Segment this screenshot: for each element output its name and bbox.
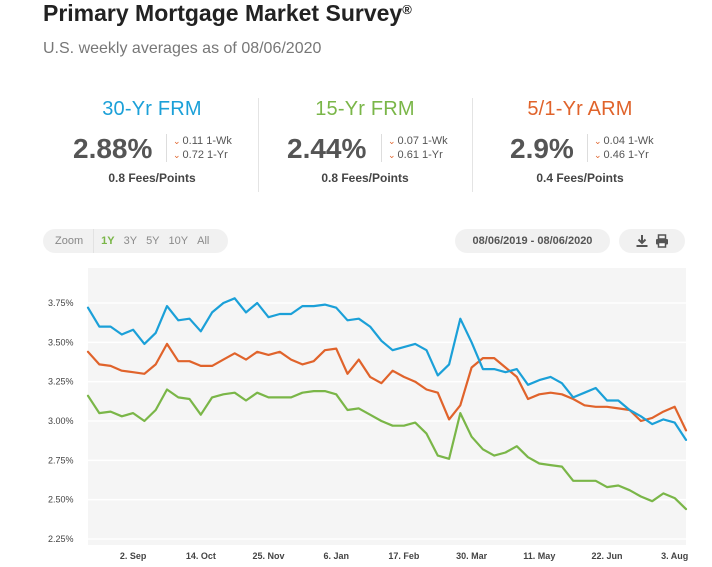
y-tick-label: 2.50%	[48, 495, 74, 505]
fees-points: 0.4 Fees/Points	[536, 171, 624, 185]
zoom-3y-button[interactable]: 3Y	[123, 235, 138, 247]
rate-name: 15-Yr FRM	[315, 98, 415, 120]
x-tick-label: 11. May	[523, 551, 555, 561]
year-change: 0.46 1-Yr	[603, 149, 649, 161]
rate-card-arm: 5/1-Yr ARM 2.9% ⌄ 0.04 1-Wk ⌄ 0.46 1-Yr 0.…	[480, 98, 680, 185]
chart-tools	[619, 229, 685, 253]
fees-points: 0.8 Fees/Points	[108, 171, 196, 185]
registered-mark: ®	[402, 2, 412, 17]
chevron-down-icon: ⌄	[594, 136, 602, 146]
series-line-0	[86, 297, 688, 441]
rate-name: 5/1-Yr ARM	[527, 98, 633, 120]
series-line-1	[86, 342, 688, 432]
print-icon[interactable]	[655, 234, 669, 248]
chevron-down-icon: ⌄	[173, 136, 181, 146]
y-tick-label: 3.75%	[48, 298, 74, 308]
x-tick-label: 14. Oct	[186, 551, 216, 561]
rate-card-15yr: 15-Yr FRM 2.44% ⌄ 0.07 1-Wk ⌄ 0.61 1-Yr 0.…	[265, 98, 465, 185]
zoom-separator	[93, 229, 95, 253]
y-tick-label: 2.25%	[48, 534, 74, 544]
chevron-down-icon: ⌄	[594, 150, 602, 160]
download-icon[interactable]	[635, 234, 649, 248]
year-change: 0.61 1-Yr	[397, 149, 443, 161]
x-tick-label: 2. Sep	[120, 551, 147, 561]
date-range-picker[interactable]: 08/06/2019 - 08/06/2020	[455, 229, 610, 253]
page-subtitle: U.S. weekly averages as of 08/06/2020	[43, 40, 322, 57]
rate-value: 2.88%	[73, 133, 153, 164]
fees-points: 0.8 Fees/Points	[321, 171, 409, 185]
y-tick-label: 3.50%	[48, 337, 74, 347]
chevron-down-icon: ⌄	[388, 150, 396, 160]
zoom-1y-button[interactable]: 1Y	[101, 235, 115, 247]
chevron-down-icon: ⌄	[388, 136, 396, 146]
zoom-all-button[interactable]: All	[197, 235, 210, 247]
x-tick-label: 25. Nov	[253, 551, 285, 561]
series-line-2	[86, 388, 688, 511]
zoom-10y-button[interactable]: 10Y	[168, 235, 189, 247]
y-tick-label: 3.00%	[48, 416, 74, 426]
y-tick-label: 2.75%	[48, 455, 74, 465]
x-tick-label: 22. Jun	[592, 551, 623, 561]
divider	[258, 98, 259, 192]
week-change: 0.04 1-Wk	[603, 135, 654, 147]
rate-card-30yr: 30-Yr FRM 2.88% ⌄ 0.11 1-Wk ⌄ 0.72 1-Yr 0.…	[52, 98, 252, 185]
y-tick-label: 3.25%	[48, 377, 74, 387]
x-tick-label: 3. Aug	[661, 551, 688, 561]
page-title: Primary Mortgage Market Survey®	[43, 0, 412, 26]
rate-history-chart: 2.25% 2.50% 2.75% 3.00% 3.25% 3.50% 3.75% 2. Se…	[48, 268, 688, 561]
x-tick-label: 30. Mar	[456, 551, 488, 561]
x-tick-label: 6. Jan	[323, 551, 349, 561]
week-change: 0.07 1-Wk	[397, 135, 448, 147]
rate-value: 2.9%	[510, 133, 574, 164]
divider	[472, 98, 473, 192]
x-tick-label: 17. Feb	[388, 551, 420, 561]
zoom-5y-button[interactable]: 5Y	[146, 235, 160, 247]
rate-value: 2.44%	[287, 133, 367, 164]
week-change: 0.11 1-Wk	[182, 135, 232, 147]
zoom-bar: Zoom 1Y 3Y 5Y 10Y All	[43, 229, 228, 253]
year-change: 0.72 1-Yr	[182, 149, 228, 161]
chevron-down-icon: ⌄	[173, 150, 181, 160]
rate-name: 30-Yr FRM	[102, 98, 202, 120]
zoom-label: Zoom	[55, 235, 84, 247]
